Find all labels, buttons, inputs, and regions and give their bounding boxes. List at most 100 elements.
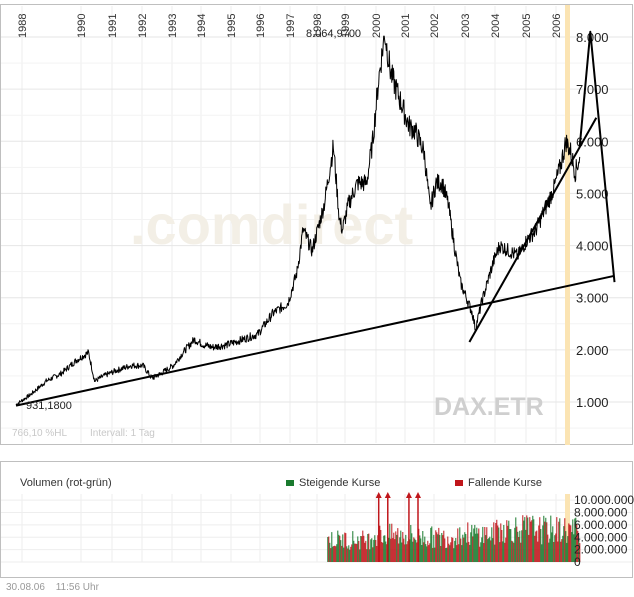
volume-bar [556,517,558,562]
volume-bar [546,522,548,562]
volume-bar [354,543,356,562]
volume-bar [542,525,544,562]
volume-bar [432,547,434,562]
volume-bar [386,544,388,562]
year-label: 1988 [17,14,29,38]
volume-clip-arrow [384,492,391,498]
volume-bar [442,535,444,562]
volume-bar [340,540,342,562]
y-tick-label: 2.000 [576,343,609,358]
volume-bar [538,525,540,562]
volume-bar [557,541,559,562]
volume-bar [413,537,415,562]
volume-bar [375,540,377,562]
volume-bar [562,535,564,562]
volume-bar [566,542,568,562]
volume-bar [493,522,495,562]
volume-bar [356,543,358,562]
volume-bar [511,540,513,562]
volume-bar [472,536,474,562]
year-label: 2003 [460,14,472,38]
price-gridlines [1,6,632,443]
volume-bar [499,542,501,562]
volume-bar [343,547,345,562]
volume-bar [509,529,511,562]
y-tick-label: 3.000 [576,291,609,306]
volume-bar [559,518,561,562]
volume-bar [349,549,351,562]
volume-bar [523,520,525,562]
volume-bar [485,535,487,562]
volume-bar [544,521,546,562]
volume-bar [380,530,382,562]
volume-bar [524,517,526,562]
volume-bar [574,518,576,562]
volume-bar [565,531,567,562]
volume-bar [382,542,384,562]
volume-bar [427,540,429,562]
volume-bar [338,534,340,562]
volume-bar [468,541,470,562]
volume-bar [487,539,489,562]
volume-bar [341,545,343,562]
volume-bar [489,536,491,562]
volume-bar [392,538,394,562]
y-tick-label: 8.000 [576,30,609,45]
year-label: 1999 [340,14,352,38]
volume-bar [334,545,336,562]
volume-bar [358,541,360,562]
volume-bar [483,543,485,562]
volume-bar [479,546,481,562]
volume-bar [507,525,509,562]
volume-bar [348,545,350,562]
volume-bar [575,517,577,562]
volume-bar [571,532,573,562]
volume-bar [424,536,426,562]
volume-bar [456,545,458,562]
volume-bar [560,541,562,562]
volume-bar [550,515,552,562]
volume-bar [551,532,553,562]
volume-bar [453,548,455,562]
volume-bar [508,520,510,562]
volume-bar [407,541,409,562]
volume-bar [450,542,452,562]
volume-bar [466,542,468,562]
volume-bar [416,542,418,562]
volume-bar [331,532,333,562]
volume-clip-arrow [375,492,382,498]
volume-bar [426,546,428,562]
volume-bar [385,541,387,562]
year-label: 1994 [196,14,208,38]
volume-bar [537,541,539,562]
volume-bar [522,515,524,562]
volume-bar [443,530,445,562]
volume-bar [526,515,528,562]
volume-bar [366,549,368,562]
volume-bar [458,544,460,562]
volume-bar [365,540,367,562]
volume-position-marker [565,494,570,562]
volume-bar [564,518,566,562]
volume-bar [384,535,386,562]
volume-bar [399,537,401,562]
year-label: 2002 [429,14,441,38]
volume-bar [369,549,371,562]
footer-time: 11:56 Uhr [55,582,99,593]
volume-bar [469,544,471,562]
volume-bar [388,537,390,562]
current-position-marker [565,5,570,445]
series-line-trend-2 [468,117,598,343]
volume-bar [561,539,563,562]
volume-bar [531,520,533,562]
volume-bar [447,536,449,562]
volume-bar [404,544,406,562]
x-axis-year-labels: 1988 1990 1991 1992 1993 1994 1995 1996 1997 1998… [17,14,563,38]
volume-bar [412,541,414,562]
volume-bar [400,530,402,562]
volume-bar [379,525,381,562]
volume-clip-arrow [405,492,412,498]
year-label: 1998 [312,14,324,38]
volume-bar [573,534,575,562]
volume-bar [547,534,549,562]
